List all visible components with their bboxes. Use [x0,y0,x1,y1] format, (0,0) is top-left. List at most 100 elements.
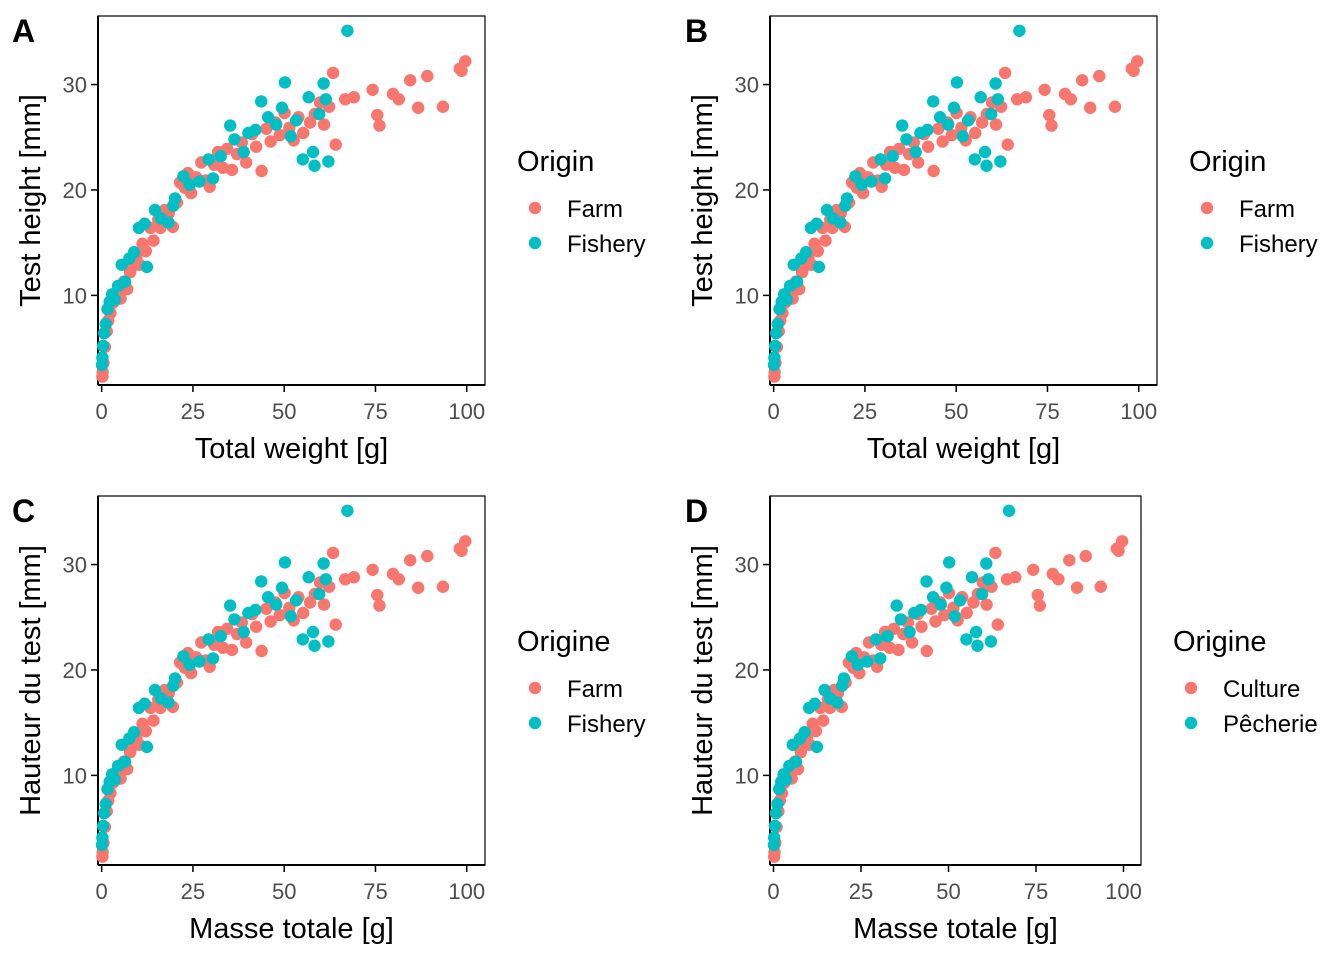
farm-point [459,535,472,548]
panel-tag: A [12,13,35,49]
fishery-point [270,598,283,611]
farm-point [147,234,160,247]
farm-point [897,163,911,177]
fishery-point [99,797,112,811]
fishery-point [855,178,868,191]
farm-point [1094,580,1108,593]
fishery-point [861,655,874,668]
fishery-point [837,672,851,685]
legend-label: Culture [1223,676,1300,703]
fishery-point [799,246,813,259]
legend: Origine Farm Fishery [517,626,646,738]
legend-label: Farm [567,196,623,223]
fishery-point [302,571,315,584]
farm-point [1027,563,1040,576]
farm-point [392,573,405,586]
x-axis-title: Total weight [g] [867,433,1060,465]
farm-point [392,93,405,106]
farm-point [373,119,386,132]
farm-point [1001,138,1014,151]
fishery-point [108,293,122,306]
fishery-point [183,178,196,191]
fishery-point [927,95,940,108]
y-tick-label: 30 [63,553,87,578]
fishery-point [206,172,220,185]
fishery-point [118,755,132,768]
farm-point [317,598,331,611]
fishery-point [903,625,916,639]
y-tick-label: 10 [735,763,759,788]
fishery-point [270,118,283,131]
farm-point [969,126,982,140]
fishery-point [193,655,206,668]
panel-d: 0 25 50 75 100 10 20 30 Masse totale [g] Hauteur … [685,493,1318,945]
fishery-point [206,652,220,665]
farm-point [1131,55,1144,68]
farm-point [455,544,468,557]
farm-point [945,128,958,142]
fishery-point [278,556,292,569]
panel-tag: C [12,493,35,529]
fishery-point [290,114,303,127]
legend-key-fishery [1200,236,1214,250]
fishery-point [948,610,961,623]
fishery-point [168,672,182,685]
farm-point [1127,64,1140,78]
legend: Origine Culture Pêcherie [1173,626,1318,738]
legend-key-farm [1184,681,1198,695]
fishery-point [971,639,984,652]
fishery-point [768,351,781,364]
farm-point [404,554,417,567]
farm-point [1009,571,1022,584]
fishery-point [851,658,865,671]
legend-key-farm [528,201,542,215]
legend-key-farm [1200,201,1214,215]
x-tick-label: 25 [849,879,873,904]
fishery-point [284,130,297,143]
fishery-point [808,697,821,710]
fishery-point [308,639,321,652]
x-axis-title: Total weight [g] [195,433,388,465]
y-tick-label: 30 [735,73,759,98]
fishery-point [284,610,297,623]
y-tick-label: 10 [63,283,87,308]
farm-point [317,118,331,131]
y-axis-title: Hauteur du test [mm] [15,545,47,816]
farm-point [819,234,832,247]
x-tick-label: 0 [96,399,108,424]
fishery-point [1002,504,1016,517]
fishery-point [228,613,241,626]
fishery-point [874,652,887,665]
fishery-point [168,192,182,205]
fishery-point [881,630,894,643]
x-tick-label: 100 [448,399,485,424]
farm-point [347,571,361,584]
fishery-point [771,797,784,811]
fishery-point [308,159,321,172]
fishery-point [162,216,175,229]
fishery-point [138,697,151,710]
fishery-point [228,133,241,146]
y-tick-label: 30 [63,73,87,98]
farm-point [240,156,253,169]
fishery-point [943,556,956,569]
legend-key-fishery [1184,716,1198,730]
fishery-point [296,633,309,646]
farm-point [366,83,379,97]
fishery-point [341,24,354,37]
points-group [95,24,472,383]
farm-point [264,615,277,628]
farm-point [326,66,340,80]
farm-point [139,724,152,738]
fishery-point [874,153,887,166]
fishery-point [969,625,983,639]
farm-point [225,643,239,657]
fishery-point [942,118,955,131]
farm-point [1063,554,1076,567]
farm-point [436,580,450,593]
fishery-point [968,153,981,166]
y-tick-label: 20 [735,178,759,203]
farm-point [920,644,933,658]
fishery-point [985,107,998,121]
farm-point [326,546,340,560]
